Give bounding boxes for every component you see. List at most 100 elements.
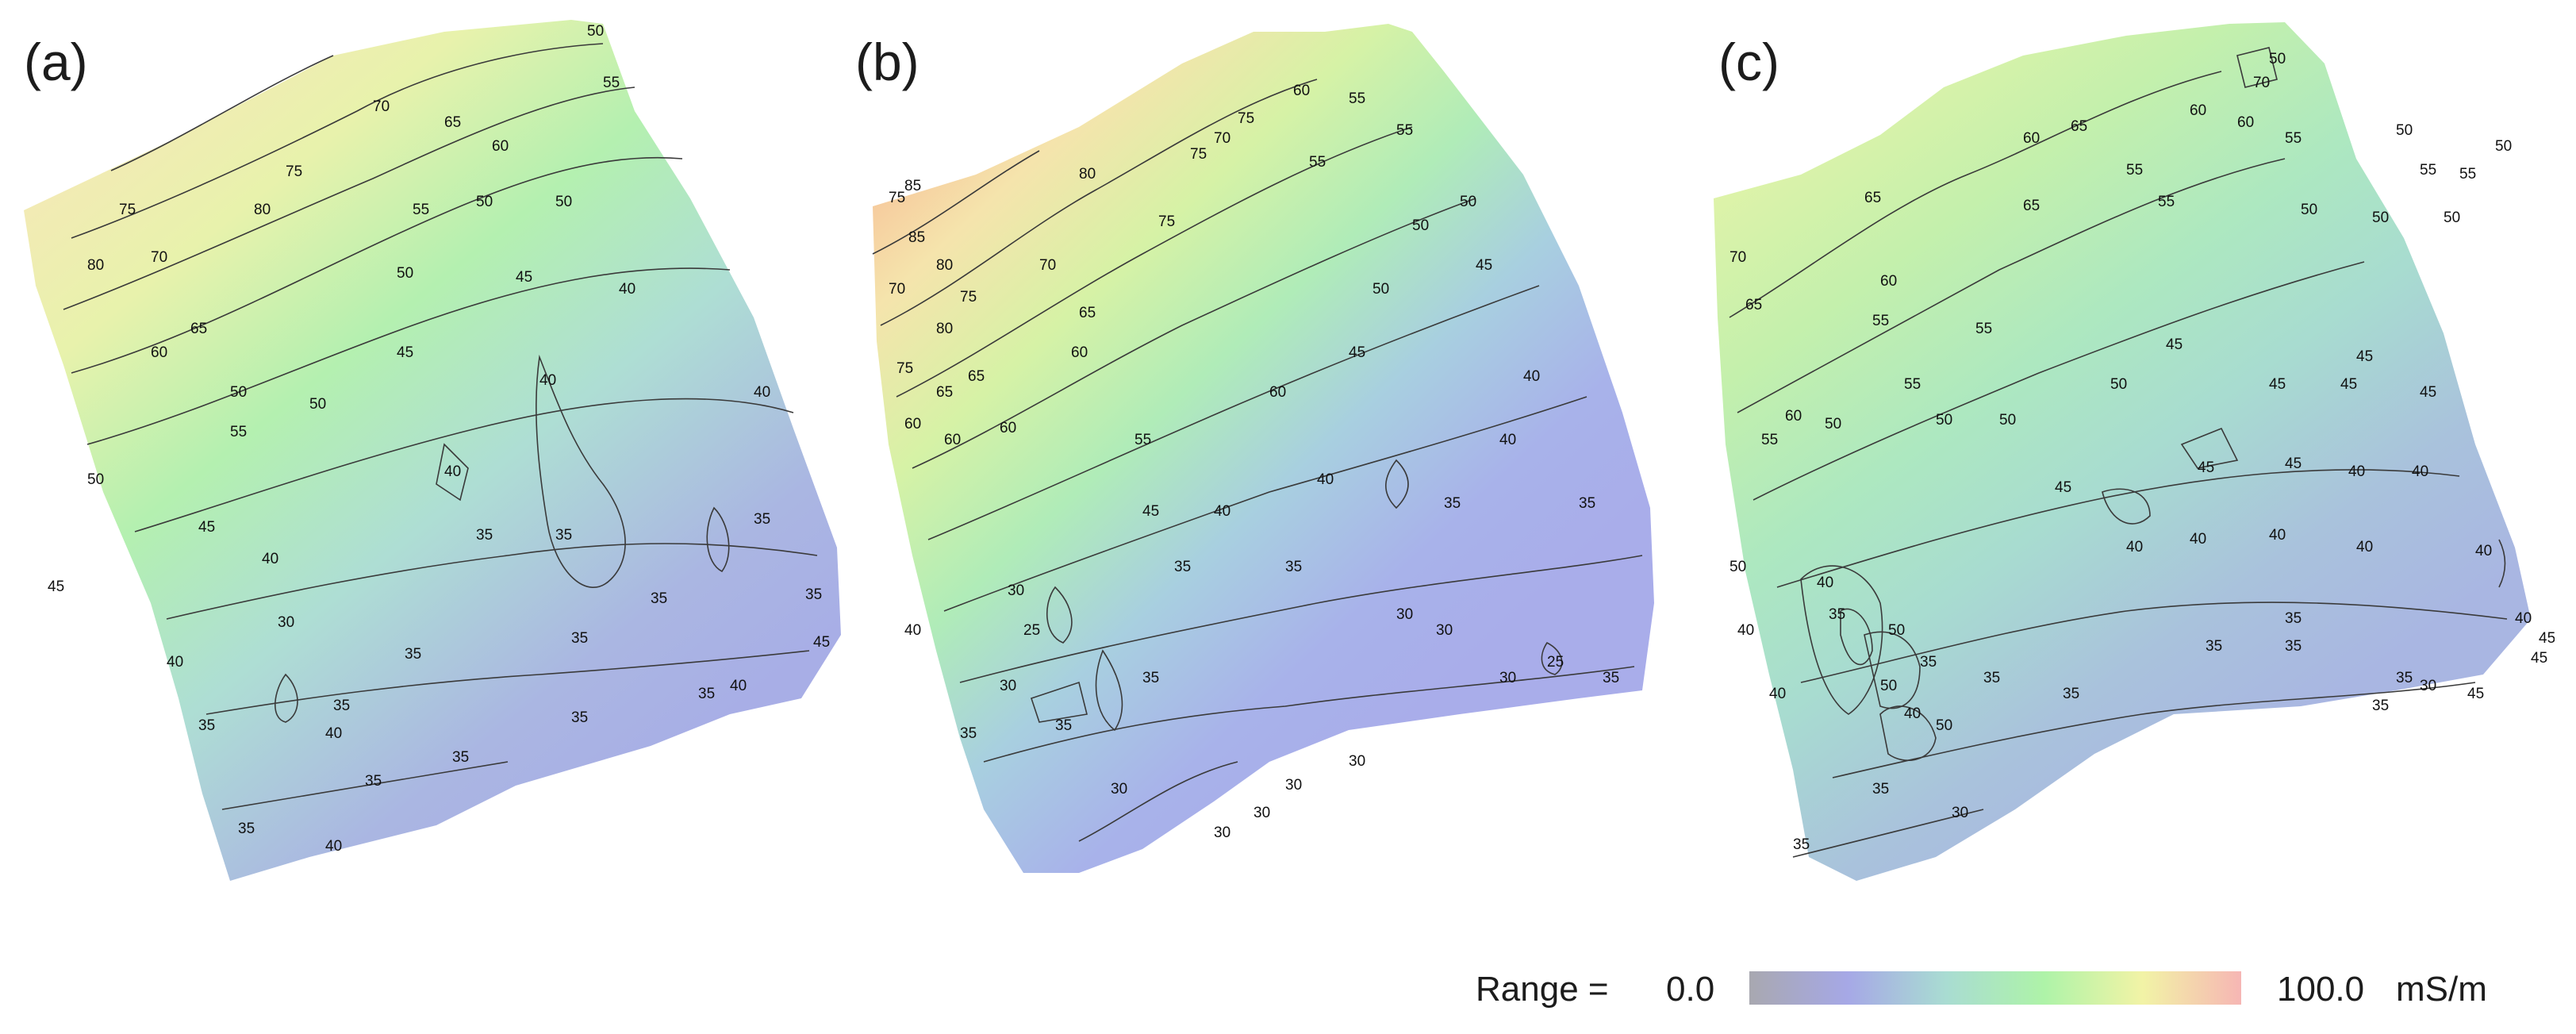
contour-label: 35 [476, 527, 493, 544]
contour-label: 80 [936, 321, 953, 337]
contour-label: 55 [603, 75, 620, 91]
contour-label: 40 [2348, 463, 2365, 480]
contour-label: 50 [1880, 678, 1897, 694]
panel-label-b: (b) [855, 33, 919, 91]
contour-label: 55 [2459, 166, 2476, 183]
contour-label: 40 [325, 725, 342, 742]
contour-label: 30 [1285, 777, 1302, 794]
contour-label: 30 [2420, 678, 2436, 694]
contour-label: 45 [2467, 686, 2484, 702]
contour-label: 35 [1579, 495, 1595, 512]
contour-label: 45 [2539, 630, 2555, 647]
contour-label: 35 [1920, 654, 1937, 671]
contour-label: 45 [2531, 650, 2547, 667]
contour-label: 40 [2190, 531, 2206, 548]
contour-label: 30 [1349, 753, 1365, 770]
contour-label: 50 [2301, 202, 2317, 218]
contour-label: 65 [2023, 198, 2040, 214]
contour-label: 35 [651, 590, 667, 607]
contour-label: 70 [2253, 75, 2270, 91]
contour-label: 35 [805, 586, 822, 603]
contour-label: 50 [87, 471, 104, 488]
contour-label: 35 [452, 749, 469, 766]
contour-label: 65 [936, 384, 953, 401]
contour-label: 35 [2206, 638, 2222, 655]
contour-label: 75 [1238, 110, 1254, 127]
contour-label: 80 [87, 257, 104, 274]
contour-label: 35 [2396, 670, 2413, 686]
contour-label: 70 [889, 281, 905, 298]
contour-label: 50 [1888, 622, 1905, 639]
contour-label: 50 [1412, 217, 1429, 234]
contour-label: 45 [2420, 384, 2436, 401]
survey-area-b [873, 24, 1654, 873]
contour-label: 35 [365, 773, 382, 790]
contour-label: 75 [896, 360, 913, 377]
contour-label: 75 [119, 202, 136, 218]
contour-label: 30 [1436, 622, 1453, 639]
panel-label-c: (c) [1718, 33, 1779, 91]
contour-label: 55 [1349, 90, 1365, 107]
contour-label: 30 [1499, 670, 1516, 686]
contour-label: 30 [1008, 582, 1024, 599]
contour-label: 40 [2515, 610, 2532, 627]
legend-max-value: 100.0 [2277, 970, 2365, 1009]
contour-label: 40 [1523, 368, 1540, 385]
contour-label: 50 [2444, 209, 2460, 226]
contour-label: 40 [539, 372, 556, 389]
contour-label: 35 [1983, 670, 2000, 686]
contour-label: 35 [405, 646, 421, 663]
contour-label: 50 [2372, 209, 2389, 226]
panel-b: (b) [841, 0, 1698, 905]
contour-label: 50 [230, 384, 247, 401]
contour-label: 35 [198, 717, 215, 734]
contour-label: 40 [1904, 705, 1921, 722]
contour-label: 30 [1000, 678, 1016, 694]
contour-label: 35 [754, 511, 770, 528]
contour-label: 65 [1079, 305, 1096, 321]
contour-label: 40 [2269, 527, 2286, 544]
contour-label: 40 [444, 463, 461, 480]
contour-label: 55 [2158, 194, 2175, 210]
contour-label: 35 [1285, 559, 1302, 575]
contour-label: 60 [1269, 384, 1286, 401]
contour-label: 55 [1309, 154, 1326, 171]
contour-label: 40 [1317, 471, 1334, 488]
contour-label: 45 [397, 344, 413, 361]
contour-label: 35 [1142, 670, 1159, 686]
contour-label: 30 [1111, 781, 1127, 798]
contour-label: 75 [1158, 213, 1175, 230]
contour-label: 50 [1936, 412, 1952, 429]
contour-label: 45 [2198, 459, 2214, 476]
contour-label: 65 [968, 368, 985, 385]
contour-label: 35 [333, 698, 350, 714]
contour-label: 35 [1055, 717, 1072, 734]
color-scale-legend: Range = 0.0 100.0 mS/m [1476, 965, 2547, 1013]
contour-label: 35 [2372, 698, 2389, 714]
color-gradient-bar [1749, 971, 2241, 1005]
contour-label: 50 [1372, 281, 1389, 298]
contour-label: 40 [730, 678, 747, 694]
contour-label: 45 [198, 519, 215, 536]
contour-label: 30 [1396, 606, 1413, 623]
contour-label: 35 [1829, 606, 1845, 623]
contour-label: 45 [2285, 455, 2302, 472]
contour-label: 35 [1793, 836, 1810, 853]
contour-label: 50 [587, 23, 604, 40]
contour-label: 55 [1904, 376, 1921, 393]
contour-label: 70 [1214, 130, 1230, 147]
contour-label: 60 [904, 416, 921, 432]
panel-label-a: (a) [24, 33, 88, 91]
contour-label: 40 [2412, 463, 2428, 480]
contour-label: 70 [373, 98, 390, 115]
contour-label: 60 [1880, 273, 1897, 290]
contour-label: 75 [889, 190, 905, 206]
contour-label: 55 [230, 424, 247, 440]
contour-label: 85 [904, 178, 921, 194]
contour-label: 40 [1737, 622, 1754, 639]
contour-label: 35 [1174, 559, 1191, 575]
legend-min-value: 0.0 [1666, 970, 1715, 1009]
contour-label: 45 [1349, 344, 1365, 361]
contour-label: 60 [492, 138, 509, 155]
contour-label: 45 [2055, 479, 2071, 496]
